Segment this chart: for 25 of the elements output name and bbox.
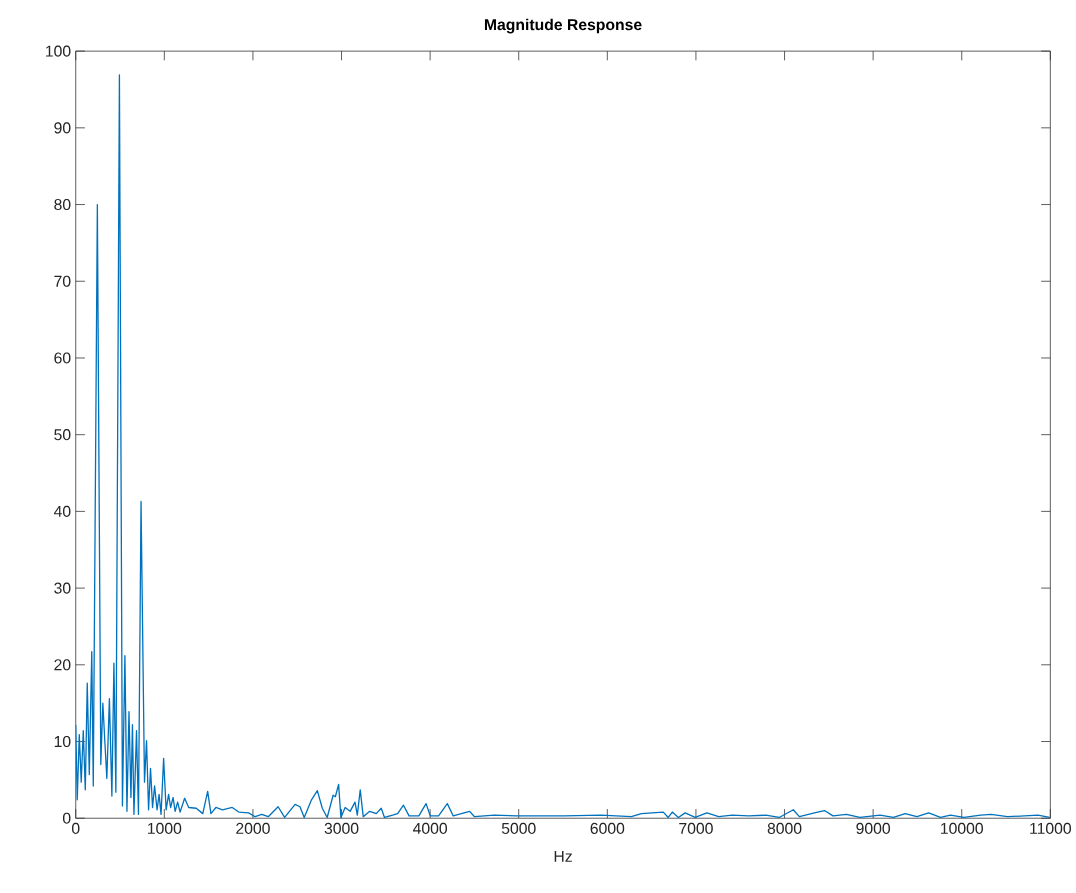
x-tick-label: 11000 <box>1030 822 1072 835</box>
y-tick-label: 40 <box>53 505 71 517</box>
x-tick-label: 6000 <box>590 822 625 835</box>
y-tick-label: 80 <box>54 199 71 211</box>
chart-title: Magnitude Response <box>484 18 642 34</box>
y-tick-label: 70 <box>54 275 71 287</box>
y-tick-label: 50 <box>54 429 71 441</box>
y-tick-label: 20 <box>54 659 71 671</box>
x-tick-label: 0 <box>71 822 80 835</box>
y-tick-label: 30 <box>54 582 71 594</box>
x-tick-label: 7000 <box>679 822 713 835</box>
x-tick-label: 8000 <box>767 822 802 835</box>
y-tick-label: 60 <box>54 352 71 364</box>
x-tick-label: 5000 <box>501 822 536 835</box>
x-tick-label: 1000 <box>148 822 182 835</box>
y-tick-label: 10 <box>54 735 71 748</box>
x-tick-label: 9000 <box>856 822 891 835</box>
y-tick-label: 100 <box>46 45 71 57</box>
x-tick-label: 2000 <box>236 822 270 835</box>
y-tick-label: 90 <box>54 122 71 134</box>
y-tick-label: 0 <box>62 812 71 824</box>
x-axis-title: Hz <box>554 850 572 862</box>
x-tick-label: 4000 <box>413 822 448 835</box>
x-tick-label: 3000 <box>324 822 359 835</box>
x-tick-label: 10000 <box>941 822 983 835</box>
